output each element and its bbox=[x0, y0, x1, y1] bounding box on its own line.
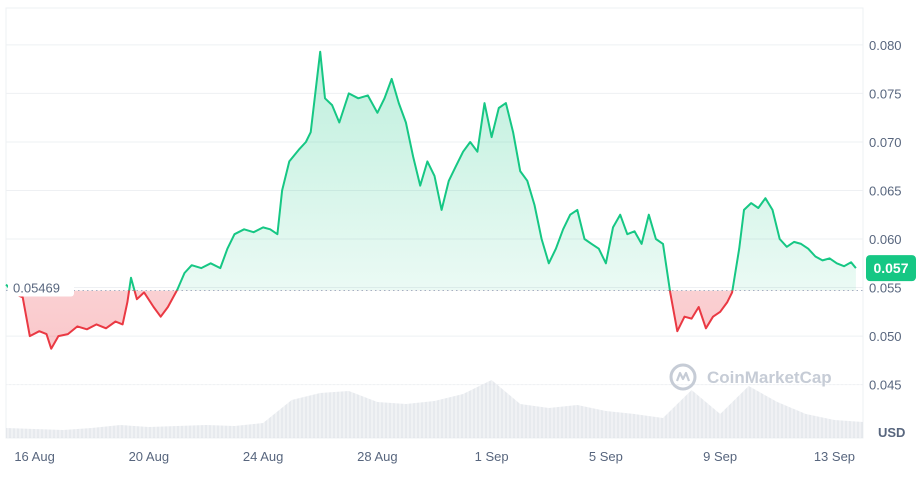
price-line-down bbox=[10, 290, 734, 350]
volume-area bbox=[6, 380, 863, 438]
x-tick-label: 1 Sep bbox=[475, 449, 509, 464]
y-tick-label: 0.060 bbox=[869, 232, 902, 247]
y-tick-label: 0.070 bbox=[869, 135, 902, 150]
y-tick-label: 0.080 bbox=[869, 38, 902, 53]
y-tick-label: 0.045 bbox=[869, 378, 902, 393]
y-axis: 0.080 0.075 0.070 0.065 0.060 0.055 0.050 0.045 bbox=[869, 38, 902, 393]
current-price-text: 0.057 bbox=[873, 260, 908, 276]
currency-label: USD bbox=[878, 425, 905, 440]
x-axis: 16 Aug 20 Aug 24 Aug 28 Aug 1 Sep 5 Sep 9 Sep 1… bbox=[14, 449, 855, 464]
x-tick-label: 5 Sep bbox=[589, 449, 623, 464]
baseline-label: 0.05469 bbox=[8, 278, 74, 297]
coinmarketcap-watermark: CoinMarketCap bbox=[669, 363, 832, 391]
x-tick-label: 13 Sep bbox=[814, 449, 855, 464]
volume-bars bbox=[6, 360, 863, 438]
grid-lines bbox=[6, 44, 863, 386]
price-line-up bbox=[5, 50, 857, 291]
current-price-badge: 0.057 bbox=[866, 255, 916, 282]
x-tick-label: 20 Aug bbox=[129, 449, 170, 464]
y-tick-label: 0.050 bbox=[869, 329, 902, 344]
baseline-label-text: 0.05469 bbox=[13, 281, 60, 296]
x-tick-label: 24 Aug bbox=[243, 449, 284, 464]
area-fill-up bbox=[6, 51, 856, 291]
x-tick-label: 28 Aug bbox=[357, 449, 398, 464]
area-fill-down bbox=[6, 290, 856, 349]
y-tick-label: 0.065 bbox=[869, 183, 902, 198]
x-tick-label: 9 Sep bbox=[703, 449, 737, 464]
coinmarketcap-logo-icon bbox=[669, 363, 697, 391]
x-tick-label: 16 Aug bbox=[14, 449, 55, 464]
watermark-text: CoinMarketCap bbox=[707, 368, 832, 387]
y-tick-label: 0.075 bbox=[869, 86, 902, 101]
y-tick-label: 0.055 bbox=[869, 281, 902, 296]
